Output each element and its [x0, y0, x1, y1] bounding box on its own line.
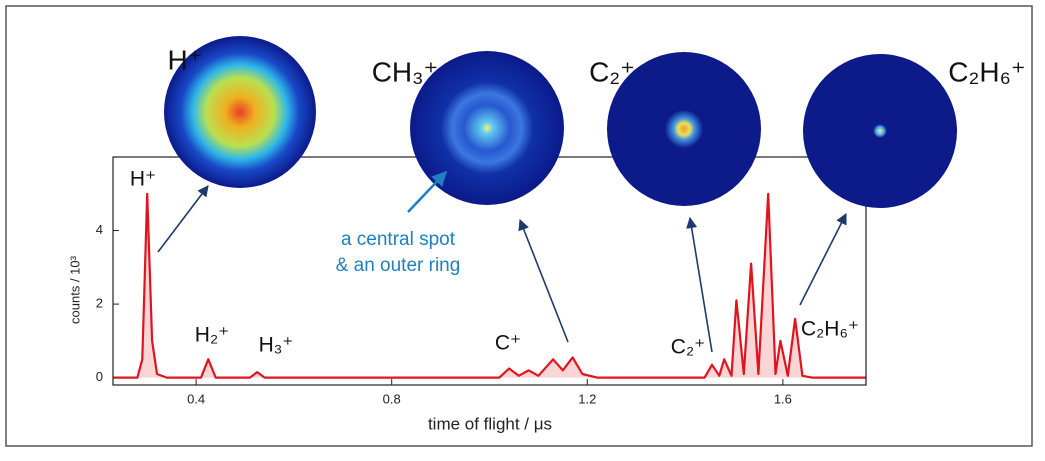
peak-label: C⁺ [495, 332, 521, 355]
x-tick-label: 0.8 [383, 391, 401, 406]
y-tick-label: 2 [96, 296, 103, 311]
peak-label: C₂H₆⁺ [801, 318, 859, 341]
plot-area [113, 192, 866, 385]
line [113, 192, 866, 379]
y-axis-label: counts / 10³ [67, 255, 82, 324]
detector-image [164, 36, 316, 188]
image-label: H⁺ [168, 44, 203, 75]
x-tick-label: 1.6 [774, 391, 792, 406]
arrow [686, 216, 713, 353]
annotation: a central spot [341, 229, 456, 250]
peak-label: H₂⁺ [195, 324, 229, 347]
arrow [799, 213, 847, 306]
image-label: C₂⁺ [589, 56, 635, 87]
peak-label: H⁺ [130, 168, 156, 191]
x-tick-label: 1.2 [578, 391, 596, 406]
x-axis-label: time of flight / μs [428, 414, 552, 433]
arrow [157, 185, 209, 253]
arrow [407, 170, 448, 213]
annotation: & an outer ring [336, 255, 461, 276]
image-label: C₂H₆⁺ [948, 56, 1025, 87]
peak-label: H₃⁺ [259, 334, 294, 357]
arrow [518, 218, 569, 343]
peak-label: C₂⁺ [671, 336, 705, 359]
y-tick-label: 4 [96, 222, 103, 237]
y-tick-label: 0 [96, 369, 103, 384]
detector-image [803, 54, 957, 208]
image-label: CH₃⁺ [372, 56, 439, 87]
x-tick-label: 0.4 [187, 391, 205, 406]
detector-image [410, 51, 564, 205]
detector-image [607, 52, 761, 206]
